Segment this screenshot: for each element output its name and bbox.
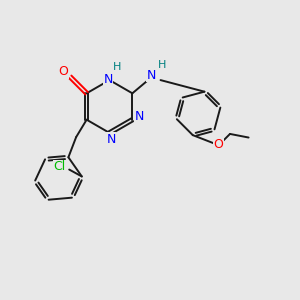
Text: N: N	[103, 73, 113, 86]
Text: O: O	[214, 138, 224, 151]
Text: H: H	[158, 60, 166, 70]
Text: H: H	[113, 62, 121, 73]
Text: O: O	[58, 65, 68, 78]
Text: Cl: Cl	[53, 160, 66, 173]
Text: N: N	[134, 110, 144, 123]
Text: N: N	[106, 133, 116, 146]
Text: N: N	[147, 69, 156, 82]
